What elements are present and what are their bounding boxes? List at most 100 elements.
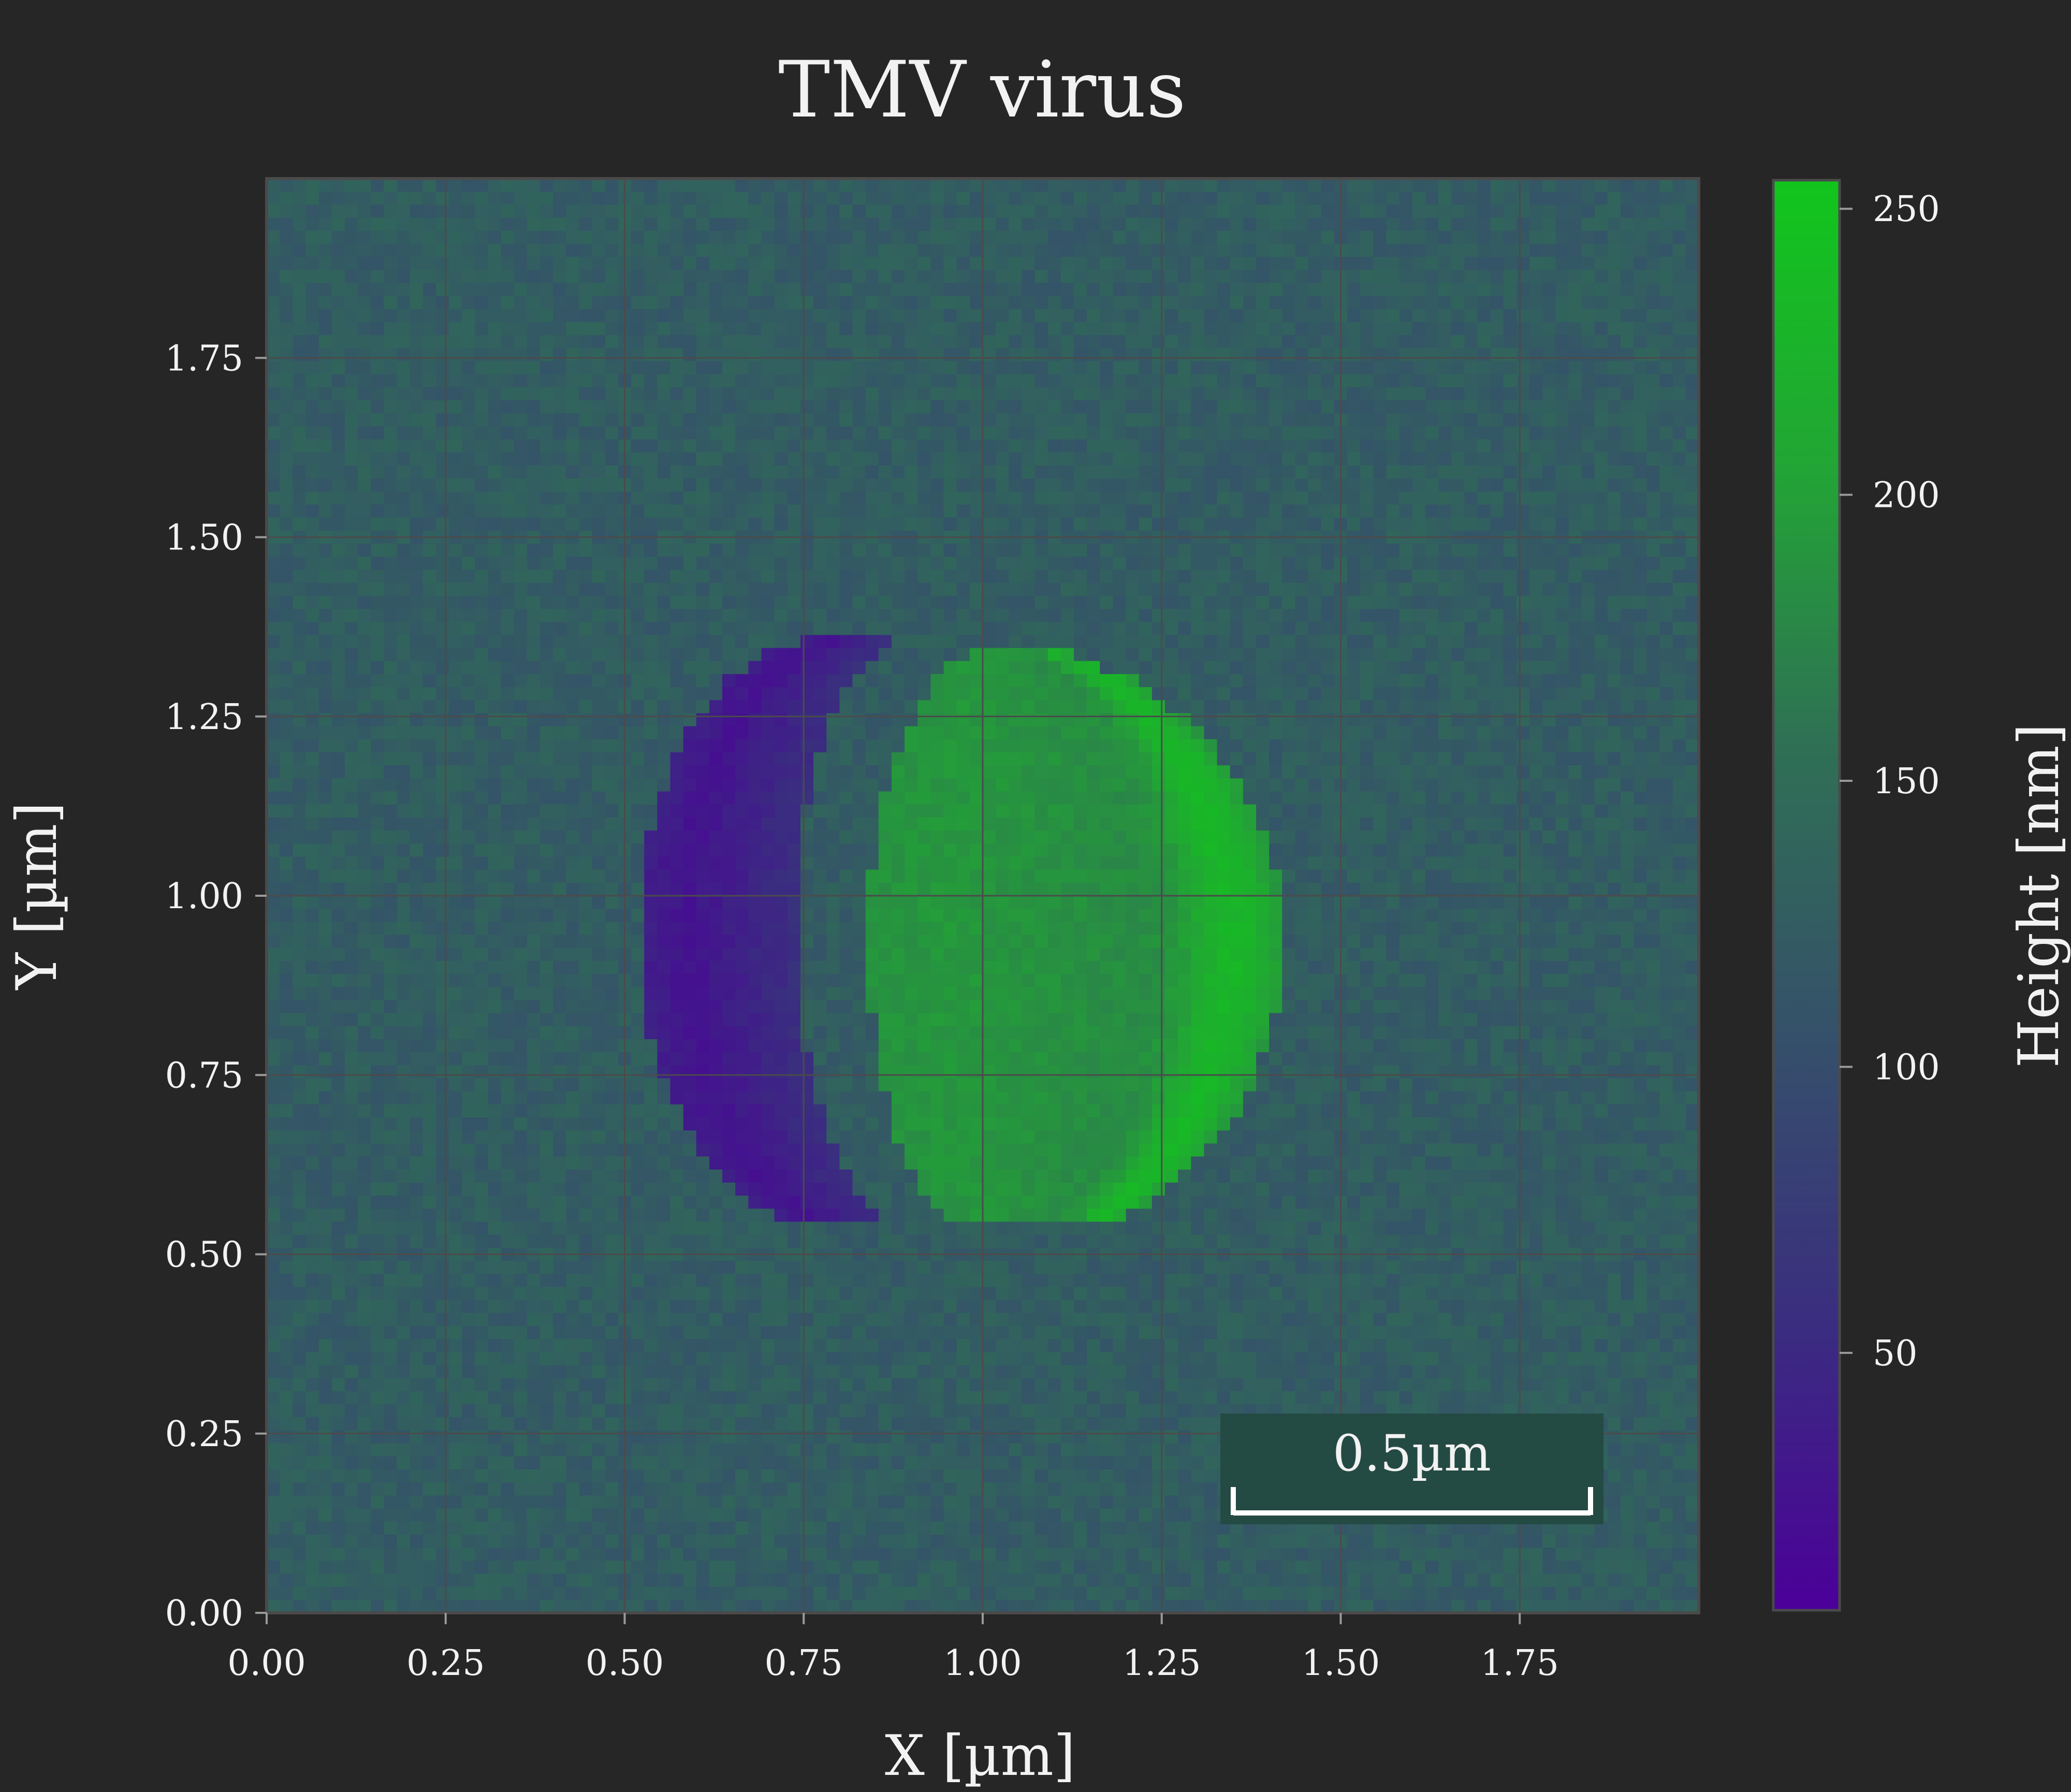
heatmap-cell (1685, 309, 1699, 323)
heatmap-cell (1217, 622, 1231, 636)
heatmap-cell (501, 648, 515, 662)
heatmap-cell (1672, 465, 1686, 479)
heatmap-cell (892, 230, 905, 244)
heatmap-cell (1672, 504, 1686, 518)
heatmap-cell (1295, 387, 1309, 401)
heatmap-cell (1412, 439, 1426, 453)
heatmap-cell (1399, 179, 1413, 192)
heatmap-cell (1321, 674, 1335, 688)
heatmap-cell (917, 322, 931, 336)
heatmap-cell (1347, 478, 1361, 492)
heatmap-cell (657, 517, 671, 531)
heatmap-cell (344, 243, 358, 257)
heatmap-cell (1490, 257, 1504, 271)
heatmap-cell (371, 230, 385, 244)
heatmap-cell (683, 296, 697, 310)
heatmap-cell (540, 491, 553, 505)
heatmap-cell (905, 465, 918, 479)
heatmap-cell (761, 387, 775, 401)
heatmap-cell (1516, 582, 1530, 596)
heatmap-cell (1009, 544, 1023, 558)
heatmap-cell (1282, 230, 1296, 244)
heatmap-cell (1399, 635, 1413, 649)
heatmap-cell (1256, 243, 1270, 257)
heatmap-cell (1555, 283, 1569, 297)
heatmap-cell (410, 504, 424, 518)
heatmap-cell (1542, 674, 1556, 688)
heatmap-cell (488, 765, 502, 779)
heatmap-cell (1490, 570, 1504, 584)
heatmap-cell (344, 192, 358, 206)
heatmap-cell (631, 322, 645, 336)
heatmap-cell (1685, 400, 1699, 414)
heatmap-cell (371, 387, 385, 401)
heatmap-cell (956, 726, 970, 740)
heatmap-cell (774, 257, 788, 271)
heatmap-cell (280, 374, 293, 388)
heatmap-cell (1529, 661, 1543, 675)
heatmap-cell (358, 179, 371, 192)
heatmap-cell (1503, 713, 1517, 727)
heatmap-cell (293, 309, 307, 323)
heatmap-cell (1477, 230, 1491, 244)
heatmap-cell (1621, 713, 1634, 727)
heatmap-cell (892, 309, 905, 323)
heatmap-cell (1399, 609, 1413, 622)
heatmap-cell (1464, 335, 1478, 349)
heatmap-cell (293, 739, 307, 753)
heatmap-cell (1542, 243, 1556, 257)
heatmap-cell (553, 205, 567, 218)
heatmap-cell (514, 687, 528, 701)
heatmap-cell (318, 504, 332, 518)
heatmap-cell (826, 439, 840, 453)
heatmap-cell (800, 622, 814, 636)
heatmap-cell (1659, 465, 1673, 479)
heatmap-cell (774, 713, 788, 727)
heatmap-cell (748, 309, 762, 323)
heatmap-cell (1373, 243, 1387, 257)
heatmap-cell (1151, 491, 1165, 505)
heatmap-cell (1685, 465, 1699, 479)
heatmap-cell (1477, 205, 1491, 218)
heatmap-cell (488, 192, 502, 206)
heatmap-cell (1516, 205, 1530, 218)
heatmap-cell (1009, 230, 1023, 244)
heatmap-cell (839, 400, 853, 414)
heatmap-cell (722, 582, 736, 596)
heatmap-cell (1425, 544, 1439, 558)
heatmap-cell (1022, 661, 1036, 675)
heatmap-cell (501, 361, 515, 375)
heatmap-cell (735, 243, 749, 257)
heatmap-cell (1555, 465, 1569, 479)
heatmap-cell (1646, 517, 1660, 531)
heatmap-cell (1100, 478, 1114, 492)
heatmap-cell (267, 426, 280, 440)
heatmap-cell (592, 205, 606, 218)
heatmap-cell (1438, 739, 1452, 753)
heatmap-cell (566, 374, 580, 388)
heatmap-cell (579, 400, 593, 414)
heatmap-cell (397, 309, 411, 323)
heatmap-cell (1347, 179, 1361, 192)
heatmap-cell (293, 478, 307, 492)
heatmap-cell (1165, 243, 1178, 257)
heatmap-cell (1191, 687, 1205, 701)
heatmap-cell (1074, 648, 1087, 662)
heatmap-cell (1282, 478, 1296, 492)
heatmap-cell (435, 595, 449, 609)
heatmap-cell (631, 361, 645, 375)
heatmap-cell (800, 335, 814, 349)
heatmap-cell (566, 283, 580, 297)
heatmap-cell (1594, 452, 1608, 466)
heatmap-cell (1060, 192, 1074, 206)
heatmap-cell (1386, 504, 1400, 518)
heatmap-cell (1204, 635, 1218, 649)
heatmap-cell (1634, 582, 1647, 596)
heatmap-cell (1034, 296, 1048, 310)
heatmap-cell (839, 648, 853, 662)
heatmap-cell (709, 217, 723, 231)
heatmap-cell (1009, 609, 1023, 622)
heatmap-cell (657, 439, 671, 453)
heatmap-cell (683, 439, 697, 453)
heatmap-cell (761, 230, 775, 244)
